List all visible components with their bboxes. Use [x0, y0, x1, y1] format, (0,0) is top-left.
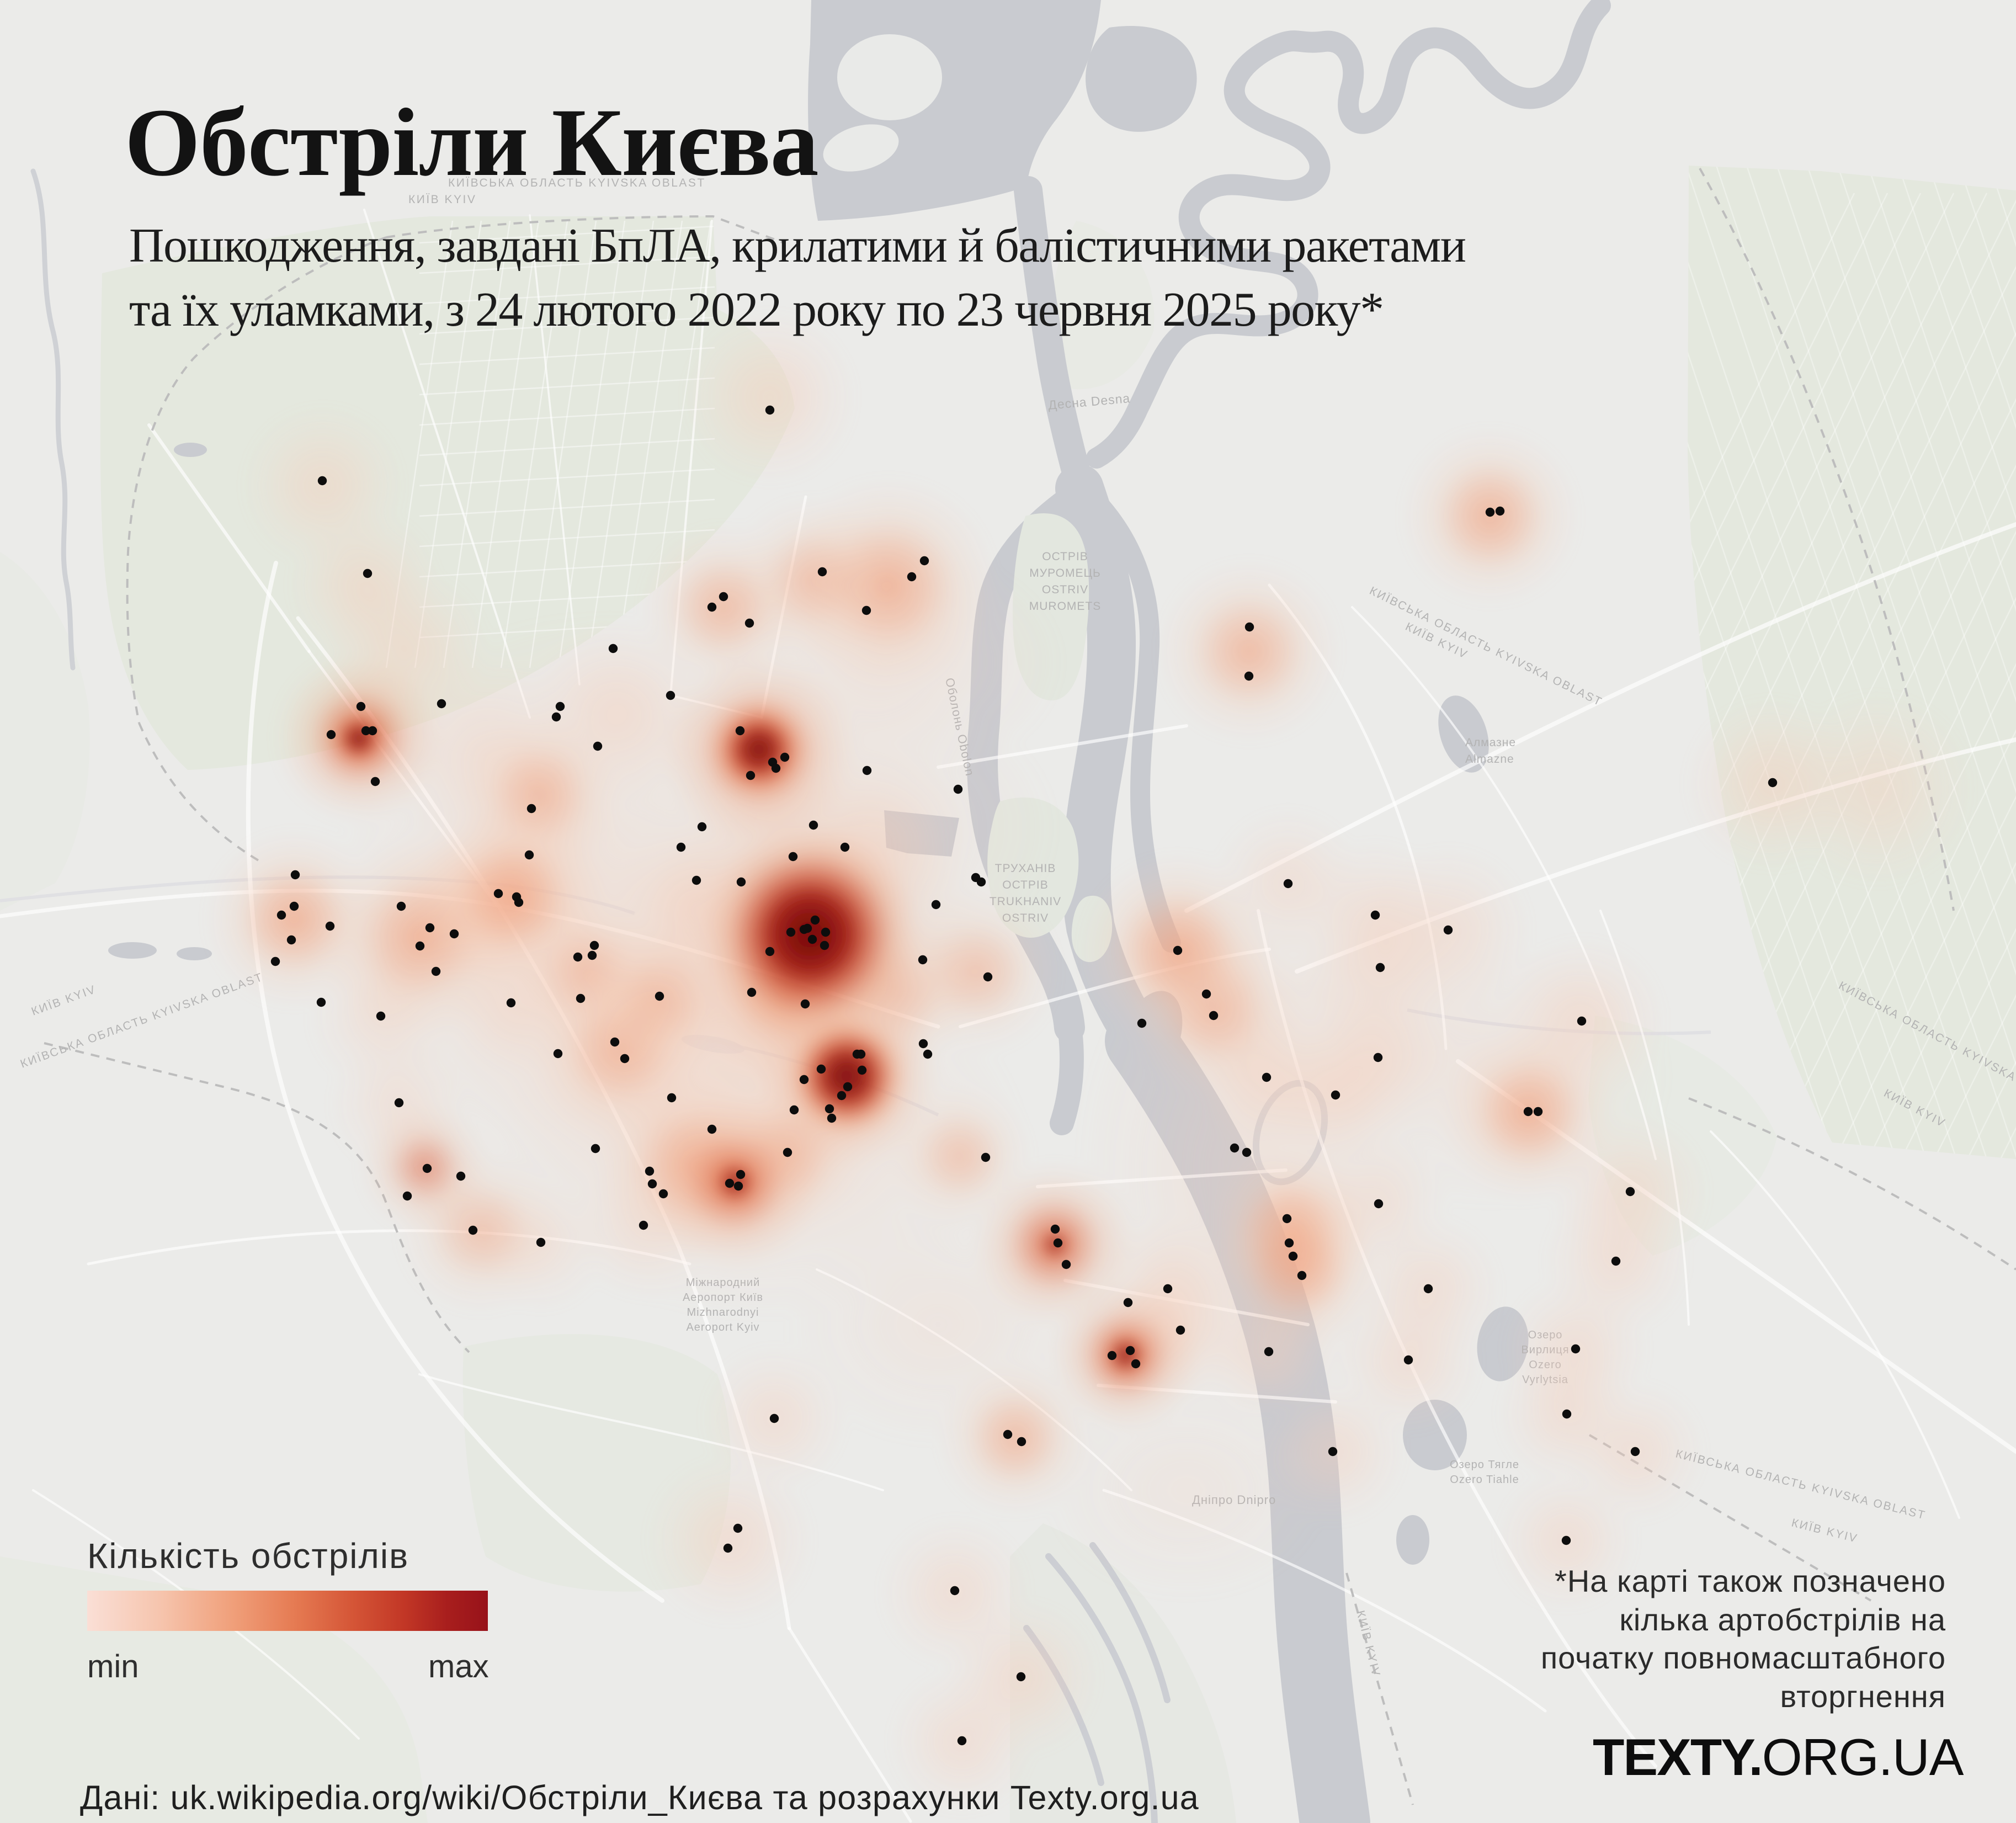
svg-text:Almazne: Almazne	[1465, 753, 1514, 766]
svg-text:MUROMETS: MUROMETS	[1029, 600, 1102, 613]
svg-text:КИЇВ KYIV: КИЇВ KYIV	[408, 193, 476, 206]
svg-text:ОСТРІВ: ОСТРІВ	[1042, 550, 1088, 563]
svg-text:КИЇВСЬКА ОБЛАСТЬ KYIVSKA OBLAS: КИЇВСЬКА ОБЛАСТЬ KYIVSKA OBLAST	[448, 177, 706, 189]
svg-text:OSTRIV: OSTRIV	[1042, 583, 1088, 596]
svg-text:МУРОМЕЦЬ: МУРОМЕЦЬ	[1029, 567, 1101, 580]
svg-text:Aeroport Kyiv: Aeroport Kyiv	[686, 1321, 759, 1333]
svg-text:Озеро Тягле: Озеро Тягле	[1450, 1459, 1519, 1471]
svg-text:Алмазне: Алмазне	[1465, 736, 1516, 749]
svg-text:Ozero Tiahle: Ozero Tiahle	[1450, 1474, 1519, 1486]
